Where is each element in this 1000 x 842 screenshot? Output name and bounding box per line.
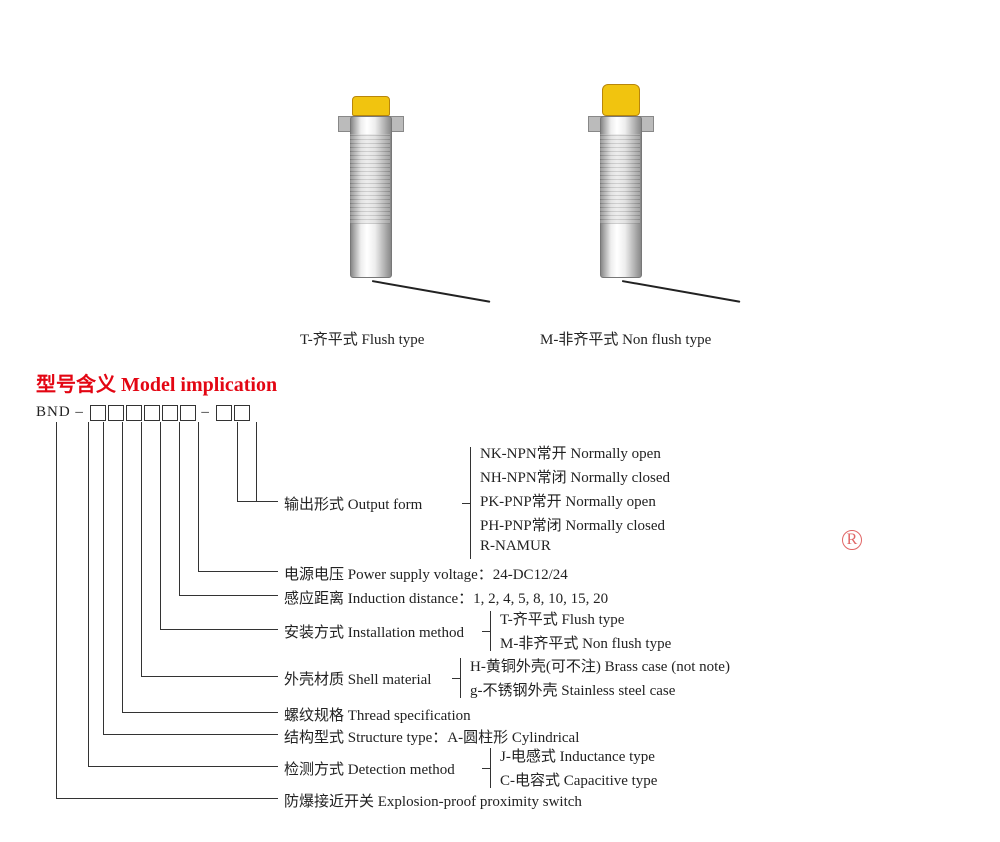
opt-install-0: T-齐平式 Flush type <box>500 608 624 629</box>
box-3 <box>126 405 142 421</box>
conn-v-det <box>88 422 89 766</box>
box-4 <box>144 405 160 421</box>
brace-shell <box>460 658 461 698</box>
caption-nonflush: M-非齐平式 Non flush type <box>540 328 711 349</box>
opt-output-1: NH-NPN常闭 Normally closed <box>480 466 670 487</box>
box-8 <box>234 405 250 421</box>
opt-detect-0: J-电感式 Inductance type <box>500 745 655 766</box>
conn-v-b8 <box>256 422 257 501</box>
conn-h-b8 <box>256 501 278 502</box>
label-induction: 感应距离 Induction distance：1, 2, 4, 5, 8, 1… <box>284 587 608 608</box>
opt-shell-1: g-不锈钢外壳 Stainless steel case <box>470 679 675 700</box>
model-prefix: BND – <box>36 404 84 420</box>
brace-detect-mid <box>482 768 490 769</box>
conn-v-b7 <box>237 422 238 501</box>
box-6 <box>180 405 196 421</box>
conn-h-b6 <box>198 571 278 572</box>
conn-v-b3 <box>141 422 142 676</box>
label-output-form: 输出形式 Output form <box>284 493 422 514</box>
conn-h-b3 <box>141 676 278 677</box>
conn-v-bnd <box>56 422 57 798</box>
label-install: 安装方式 Installation method <box>284 621 464 642</box>
label-exproof: 防爆接近开关 Explosion-proof proximity switch <box>284 790 582 811</box>
brace-output <box>470 447 471 559</box>
registered-symbol: R <box>842 530 862 550</box>
brace-detect <box>490 748 491 788</box>
label-struct: 结构型式 Structure type：A-圆柱形 Cylindrical <box>284 726 579 747</box>
brace-output-mid <box>462 503 470 504</box>
opt-output-0: NK-NPN常开 Normally open <box>480 442 661 463</box>
opt-detect-1: C-电容式 Capacitive type <box>500 769 657 790</box>
opt-output-3: PH-PNP常闭 Normally closed <box>480 514 665 535</box>
section-heading: 型号含义 Model implication <box>36 368 277 397</box>
conn-h-det <box>88 766 278 767</box>
conn-h-b1s <box>103 734 278 735</box>
brace-install <box>490 611 491 651</box>
caption-flush: T-齐平式 Flush type <box>300 328 424 349</box>
opt-output-2: PK-PNP常开 Normally open <box>480 490 656 511</box>
label-voltage: 电源电压 Power supply voltage：24-DC12/24 <box>284 563 568 584</box>
box-7 <box>216 405 232 421</box>
label-thread: 螺纹规格 Thread specification <box>284 704 471 725</box>
brace-install-mid <box>482 631 490 632</box>
opt-install-1: M-非齐平式 Non flush type <box>500 632 671 653</box>
conn-v-b6 <box>198 422 199 571</box>
conn-h-b2 <box>122 712 278 713</box>
brace-shell-mid <box>452 678 460 679</box>
conn-h-b4 <box>160 629 278 630</box>
opt-output-4: R-NAMUR <box>480 538 551 555</box>
sensor-flush-image <box>320 94 420 304</box>
box-1 <box>90 405 106 421</box>
model-code-row: BND – – <box>36 404 251 421</box>
conn-h-bnd <box>56 798 278 799</box>
conn-h-b5 <box>179 595 278 596</box>
opt-shell-0: H-黄铜外壳(可不注) Brass case (not note) <box>470 655 730 676</box>
box-2 <box>108 405 124 421</box>
conn-h-b7 <box>237 501 256 502</box>
page-canvas: R T-齐平式 Flush type M-非齐平式 Non flush type… <box>0 0 1000 842</box>
conn-v-b5 <box>179 422 180 595</box>
conn-v-b2 <box>122 422 123 712</box>
conn-v-b4 <box>160 422 161 629</box>
conn-v-b1s <box>103 422 104 734</box>
label-shell: 外壳材质 Shell material <box>284 668 431 689</box>
sensor-nonflush-image <box>570 84 670 294</box>
box-5 <box>162 405 178 421</box>
label-detect: 检测方式 Detection method <box>284 758 455 779</box>
